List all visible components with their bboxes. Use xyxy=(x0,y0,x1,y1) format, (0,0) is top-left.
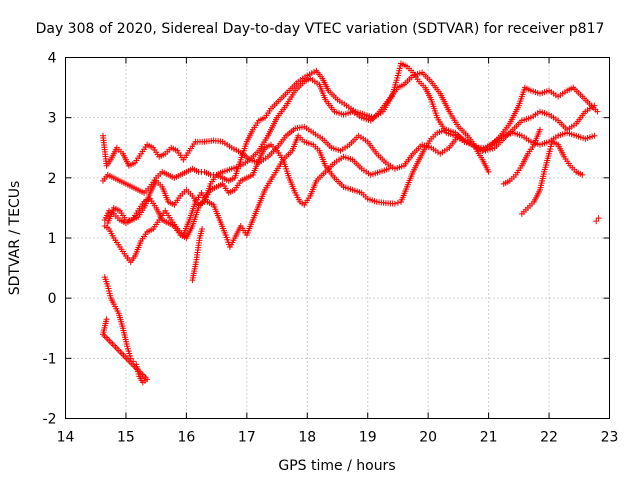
chart-title: Day 308 of 2020, Sidereal Day-to-day VTE… xyxy=(36,21,605,37)
series-track-h xyxy=(518,138,586,217)
y-tick-label: 0 xyxy=(48,291,57,307)
x-tick-label: 22 xyxy=(540,430,558,446)
data-point xyxy=(485,168,492,175)
y-tick-label: -1 xyxy=(43,351,57,367)
data-point xyxy=(385,165,392,172)
y-tick-label: 3 xyxy=(48,111,57,127)
x-tick-label: 16 xyxy=(177,430,195,446)
series-track-j xyxy=(593,215,602,225)
x-tick-label: 20 xyxy=(419,430,437,446)
x-tick-label: 23 xyxy=(601,430,619,446)
y-tick-label: -2 xyxy=(43,412,57,428)
y-axis-title: SDTVAR / TECUs xyxy=(7,181,23,296)
series-track-e xyxy=(99,274,151,386)
y-tick-label: 1 xyxy=(48,231,57,247)
data-point xyxy=(199,225,206,232)
gridlines xyxy=(65,57,610,419)
data-point xyxy=(394,199,401,206)
x-tick-label: 17 xyxy=(238,430,256,446)
data-point xyxy=(591,132,598,139)
axis-ticks xyxy=(65,57,610,419)
data-point xyxy=(595,215,602,222)
series-track-d xyxy=(101,126,492,266)
x-tick-label: 19 xyxy=(359,430,377,446)
data-markers xyxy=(99,60,602,386)
x-axis-title: GPS time / hours xyxy=(278,458,395,474)
data-point xyxy=(593,218,600,225)
series-track-f xyxy=(104,141,392,241)
y-tick-label: 2 xyxy=(48,171,57,187)
data-point xyxy=(391,200,398,207)
series-track-b xyxy=(99,69,598,196)
data-point xyxy=(594,108,601,115)
data-point xyxy=(103,316,110,323)
data-point xyxy=(579,171,586,178)
series-track-g xyxy=(189,225,206,284)
x-tick-label: 21 xyxy=(480,430,498,446)
data-point xyxy=(536,126,543,133)
x-tick-label: 15 xyxy=(117,430,135,446)
x-tick-label: 14 xyxy=(57,430,75,446)
y-tick-label: 4 xyxy=(48,51,57,67)
x-tick-label: 18 xyxy=(298,430,316,446)
series-track-i xyxy=(500,126,543,187)
